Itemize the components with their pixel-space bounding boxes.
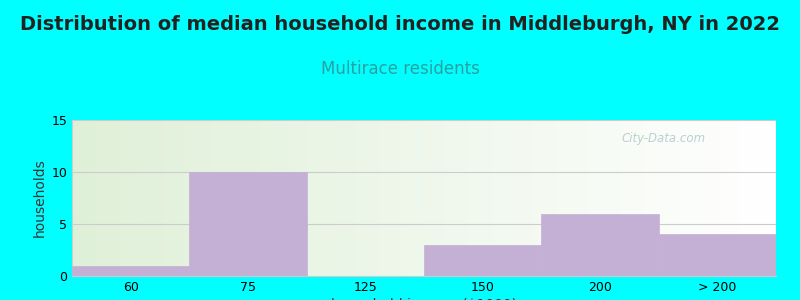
Bar (542, 214, 658, 276)
Bar (72, 266, 190, 276)
Bar (190, 172, 306, 276)
X-axis label: household income ($1000): household income ($1000) (331, 298, 517, 300)
Y-axis label: households: households (33, 159, 47, 237)
Text: Multirace residents: Multirace residents (321, 60, 479, 78)
Text: Distribution of median household income in Middleburgh, NY in 2022: Distribution of median household income … (20, 15, 780, 34)
Bar (424, 245, 542, 276)
Bar (658, 234, 776, 276)
Text: City-Data.com: City-Data.com (621, 132, 706, 145)
